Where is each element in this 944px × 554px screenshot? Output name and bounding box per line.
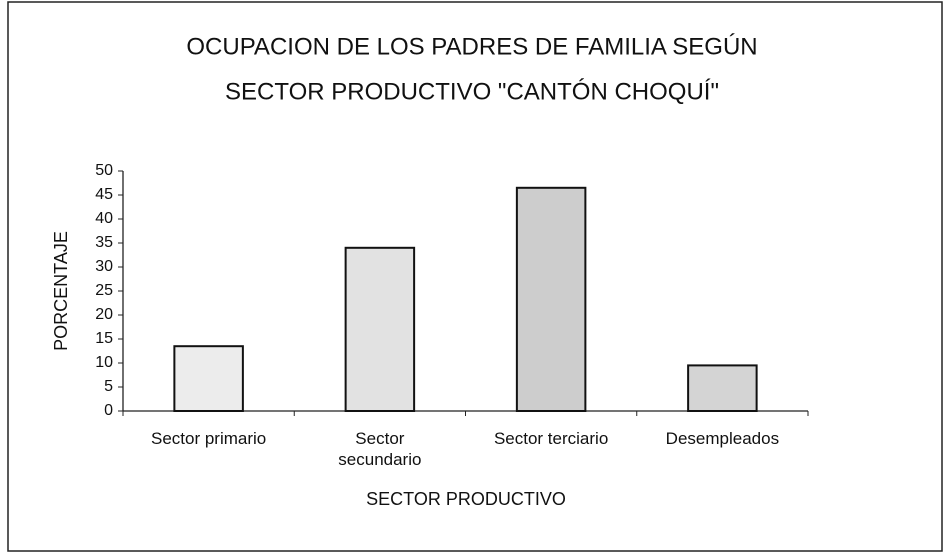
y-tick-label: 25 [95,282,113,299]
y-axis-title: PORCENTAJE [51,231,71,351]
y-tick-label: 5 [104,378,113,395]
chart-title: OCUPACION DE LOS PADRES DE FAMILIA SEGÚN [186,33,757,60]
x-tick-label: Sector terciario [493,429,609,448]
y-tick-label: 45 [95,186,113,203]
x-tick-label: Sector primario [150,429,267,448]
bar [687,364,758,412]
y-tick-label: 40 [95,210,113,227]
y-tick-label: 10 [95,354,113,371]
bar [173,345,244,413]
chart-title: SECTOR PRODUCTIVO "CANTÓN CHOQUÍ" [225,78,719,105]
chart-border [7,1,943,552]
y-tick-label: 0 [104,402,113,419]
y-tick-label: 20 [95,306,113,323]
y-tick-label: 15 [95,330,113,347]
x-axis-title: SECTOR PRODUCTIVO [366,489,566,509]
x-tick-label: Desempleados [665,429,780,448]
bar [515,186,587,412]
bar [344,246,416,412]
y-tick-label: 30 [95,258,113,275]
x-tick-label: Sector secundario [338,429,422,469]
y-tick-label: 35 [95,234,113,251]
y-tick-label: 50 [95,162,113,179]
